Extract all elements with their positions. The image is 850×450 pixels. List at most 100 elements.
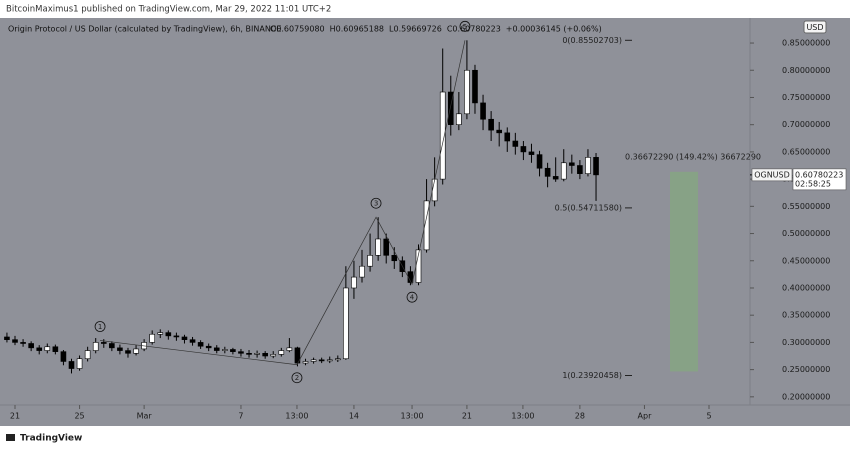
- candle-body: [536, 154, 543, 169]
- candle-body: [117, 347, 123, 351]
- candle-body: [76, 358, 83, 369]
- currency-label: USD: [806, 23, 823, 32]
- wave-marker: [291, 372, 303, 384]
- wave-label: 5: [463, 23, 467, 31]
- candle-body: [310, 359, 317, 362]
- ohlc-label: H0.60965188: [330, 25, 384, 34]
- x-tick-label: 21: [462, 412, 472, 421]
- candle-body: [318, 359, 325, 362]
- x-tick-label: 28: [575, 412, 585, 421]
- x-tick-label: 13:00: [285, 412, 308, 421]
- candle-body: [512, 140, 519, 147]
- candle-body: [593, 157, 599, 176]
- candle-body: [569, 162, 575, 166]
- candle-body: [447, 91, 454, 125]
- candle-body: [205, 345, 212, 349]
- candle-body: [149, 333, 155, 343]
- candle-body: [286, 347, 293, 351]
- fib-label: 1(0.23920458): [562, 371, 622, 380]
- candle-body: [302, 361, 309, 364]
- fib-label: 0(0.85502703): [562, 36, 622, 45]
- candle-body: [262, 352, 268, 357]
- candle-body: [423, 200, 430, 251]
- candle-body: [504, 132, 511, 142]
- x-tick-label: 13:00: [401, 412, 424, 421]
- candle-body: [351, 276, 357, 289]
- wave-label: 2: [295, 374, 299, 382]
- candle-body: [109, 343, 115, 349]
- candle-body: [60, 351, 67, 362]
- currency-badge[interactable]: [803, 20, 827, 34]
- x-tick-label: 14: [349, 412, 359, 421]
- wave-marker: [370, 197, 382, 209]
- x-tick-label: Apr: [638, 412, 653, 421]
- x-tick-label: 25: [74, 412, 84, 421]
- ohlc-label: L0.59669726: [389, 25, 442, 34]
- x-tick-label: 13:00: [511, 412, 534, 421]
- symbol-name: OGNUSD: [754, 170, 790, 179]
- candle-body: [464, 69, 470, 115]
- y-tick-label: 0.40000000: [782, 283, 830, 292]
- candle-body: [391, 255, 398, 262]
- y-tick-label: 0.55000000: [782, 202, 830, 211]
- candle-body: [472, 69, 478, 104]
- candle-body: [254, 352, 260, 355]
- last-price-badge: [792, 168, 847, 191]
- wave-marker: [459, 20, 471, 32]
- x-tick-label: 7: [238, 412, 243, 421]
- candle-body: [157, 332, 164, 335]
- candle-body: [213, 347, 220, 351]
- candle-body: [270, 354, 277, 357]
- candle-body: [560, 162, 567, 180]
- candle-body: [375, 238, 381, 256]
- candle-body: [125, 350, 131, 354]
- candle-body: [520, 146, 527, 153]
- candle-body: [20, 342, 26, 344]
- brand-name: TradingView: [20, 434, 82, 444]
- ohlc-label: C0.60780223: [447, 25, 501, 34]
- y-tick-label: 0.85000000: [782, 39, 830, 48]
- candle-body: [326, 359, 333, 362]
- candle-body: [383, 238, 390, 256]
- candle-body: [189, 339, 196, 343]
- candle-body: [343, 287, 349, 360]
- y-tick-label: 0.35000000: [782, 311, 830, 320]
- chart-title: Origin Protocol / US Dollar (calculated …: [8, 25, 281, 34]
- y-tick-label: 0.50000000: [782, 229, 830, 238]
- candle-body: [173, 335, 180, 338]
- candle-body: [84, 350, 91, 360]
- y-tick-label: 0.80000000: [782, 66, 830, 75]
- candle-body: [28, 343, 34, 349]
- measure-range: [670, 171, 698, 372]
- candle-body: [334, 358, 341, 361]
- candle-body: [528, 151, 535, 155]
- measure-label: 0.36672290 (149.42%) 36672290: [625, 152, 761, 161]
- wave-zigzag: [100, 40, 466, 366]
- candle-body: [480, 102, 486, 120]
- candle-body: [133, 348, 139, 354]
- candle-body: [552, 176, 559, 180]
- candle-body: [68, 361, 75, 369]
- candle-body: [585, 157, 591, 174]
- x-tick-label: 5: [706, 412, 711, 421]
- last-price-label: 0.60780223: [795, 170, 843, 179]
- wave-label: 1: [98, 323, 102, 331]
- candle-body: [12, 339, 18, 343]
- brand-logo: TradingView: [6, 434, 82, 444]
- candle-body: [181, 336, 188, 340]
- y-tick-label: 0.20000000: [782, 392, 830, 401]
- candle-body: [278, 350, 285, 355]
- candle-body: [36, 347, 43, 351]
- candle-body: [246, 352, 252, 355]
- candle-body: [488, 118, 494, 131]
- y-tick-label: 0.30000000: [782, 338, 830, 347]
- candle-body: [165, 332, 172, 337]
- candle-body: [100, 342, 107, 344]
- logo-mark: [6, 434, 15, 441]
- candle-body: [52, 346, 59, 352]
- candle-body: [439, 91, 446, 180]
- y-tick-label: 0.65000000: [782, 147, 830, 156]
- ohlc-label: O0.60759080: [270, 25, 325, 34]
- candle-body: [367, 255, 373, 267]
